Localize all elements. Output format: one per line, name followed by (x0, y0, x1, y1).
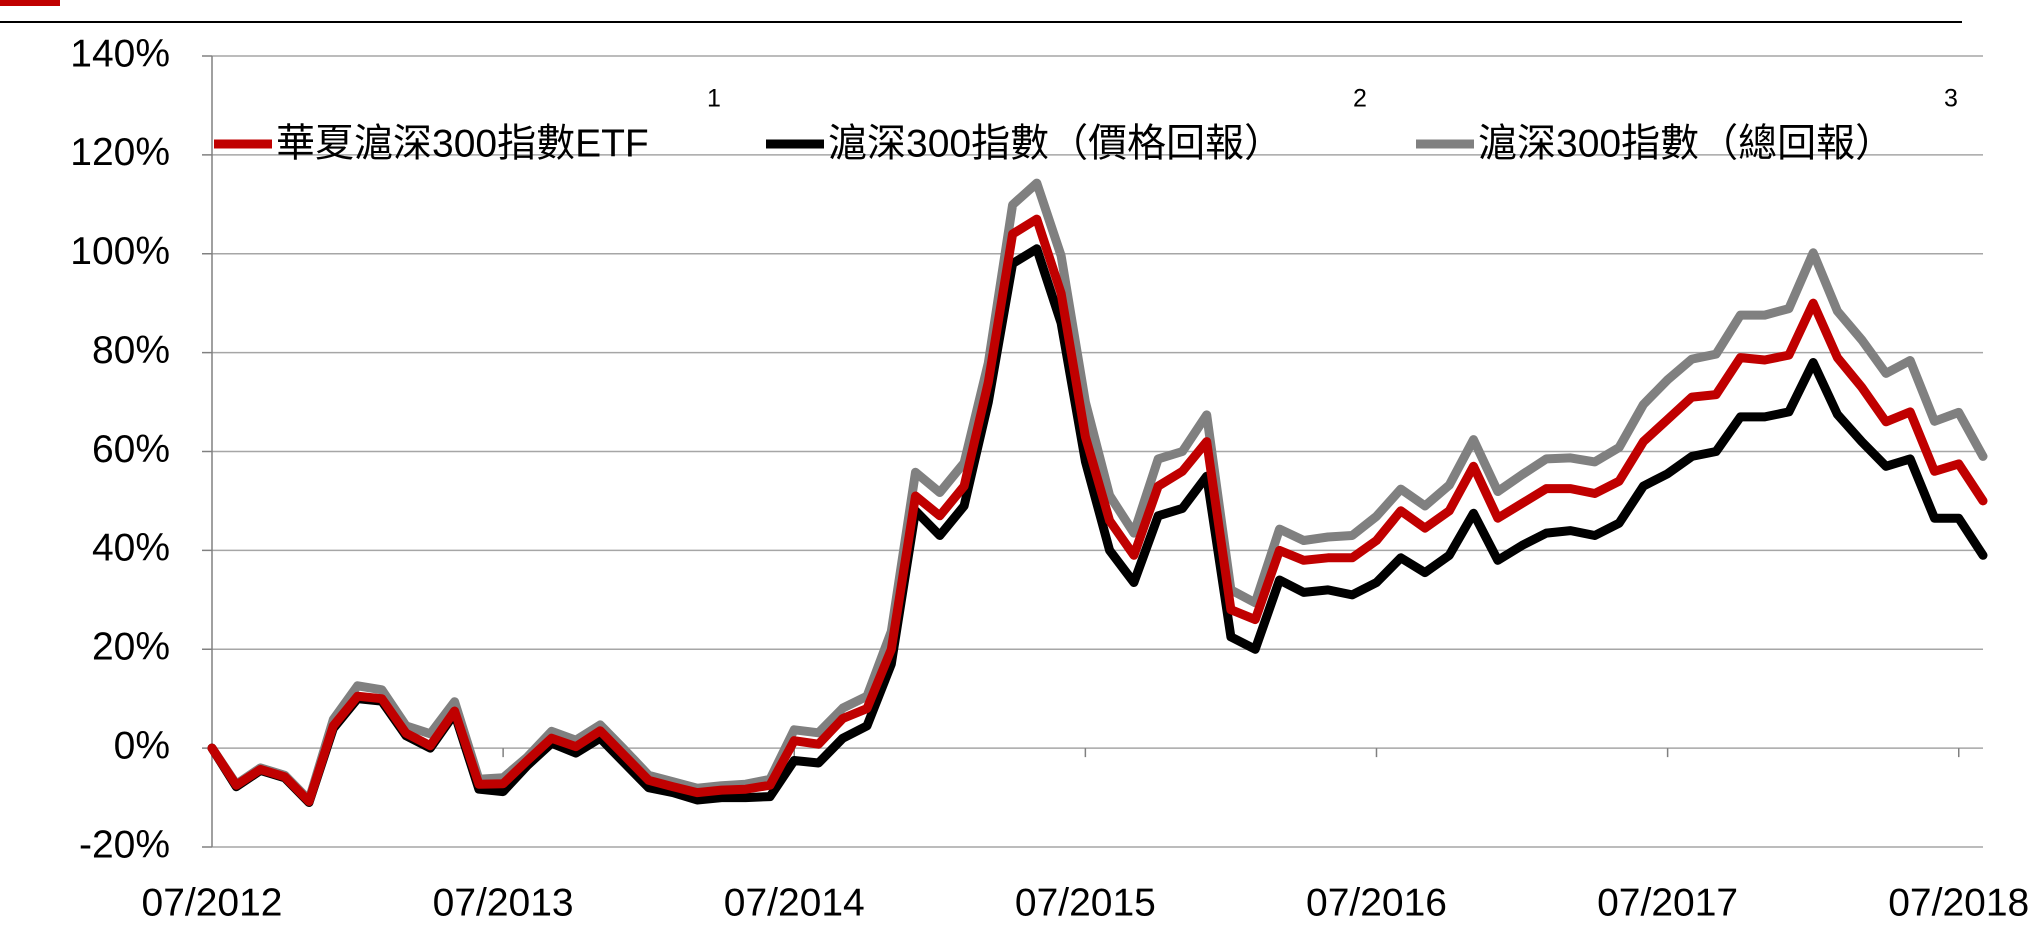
y-tick-label: 100% (70, 230, 170, 273)
x-tick-label: 07/2012 (142, 881, 283, 924)
legend-label: 華夏滬深300指數ETF (276, 122, 649, 165)
x-tick-label: 07/2018 (1888, 881, 2029, 924)
header-accent (0, 0, 60, 6)
y-tick-label: 60% (92, 428, 170, 471)
legend-note: 2 (1353, 85, 1367, 113)
y-tick-label: 120% (70, 131, 170, 174)
y-tick-label: 80% (92, 329, 170, 372)
x-tick-label: 07/2017 (1597, 881, 1738, 924)
y-tick-label: 140% (70, 32, 170, 75)
x-tick-label: 07/2016 (1306, 881, 1447, 924)
legend-note: 3 (1944, 85, 1958, 113)
x-tick-label: 07/2013 (433, 881, 574, 924)
y-tick-label: 40% (92, 527, 170, 570)
series-line (207, 214, 1988, 806)
x-tick-label: 07/2014 (724, 881, 865, 924)
series-line (207, 244, 1988, 807)
legend-label: 滬深300指數（總回報） (1478, 122, 1894, 165)
y-tick-label: 0% (114, 724, 170, 767)
legend-label: 滬深300指數（價格回報） (828, 122, 1283, 165)
y-tick-label: 20% (92, 626, 170, 669)
y-tick-label: -20% (79, 823, 170, 866)
x-tick-label: 07/2015 (1015, 881, 1156, 924)
legend-note: 1 (707, 85, 721, 113)
